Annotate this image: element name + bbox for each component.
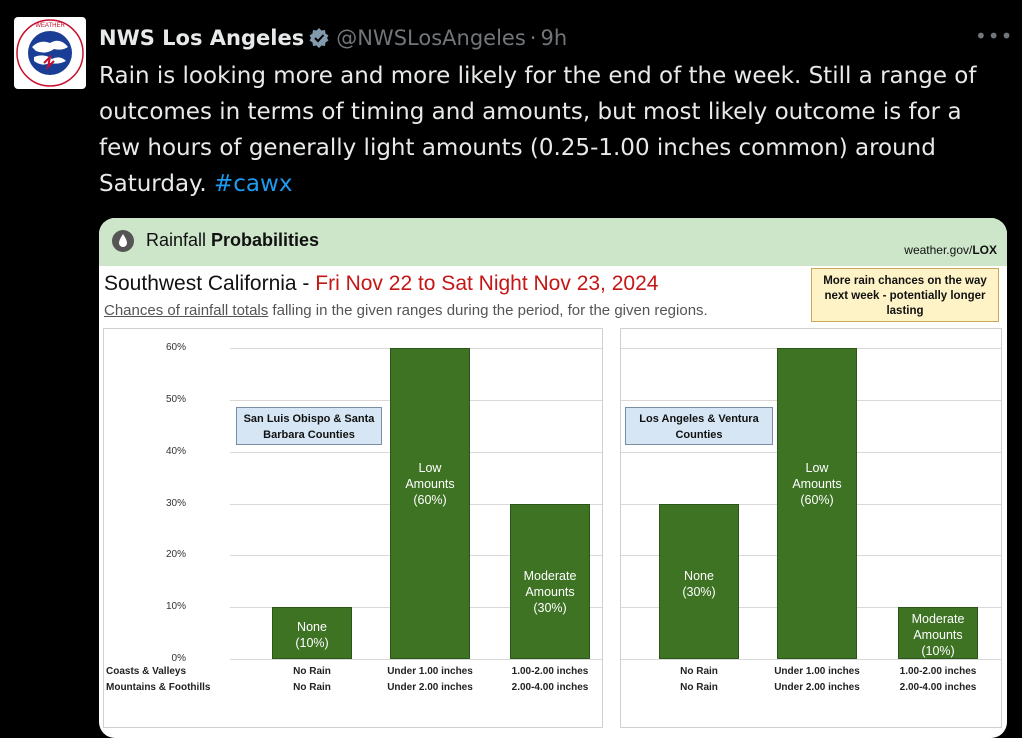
county-label: San Luis Obispo & Santa Barbara Counties <box>236 407 382 445</box>
x-label-mountains: 2.00-4.00 inches <box>899 682 977 693</box>
bar-label: None (10%) <box>295 620 329 651</box>
gridline <box>621 659 1001 660</box>
subtitle-underlined: Chances of rainfall totals <box>104 302 269 319</box>
graphic-subtitle: Chances of rainfall totals falling in th… <box>104 302 708 319</box>
url-prefix: weather.gov/ <box>904 243 973 257</box>
x-label-mountains: No Rain <box>293 682 331 693</box>
more-options-icon[interactable]: ••• <box>975 24 1014 48</box>
y-tick-label: 40% <box>165 445 186 457</box>
rainfall-graphic[interactable]: Rainfall Probabilities weather.gov/LOX S… <box>99 218 1007 738</box>
y-tick-label: 0% <box>171 653 186 664</box>
bar <box>898 607 978 659</box>
region-title: Southwest California - Fri Nov 22 to Sat… <box>104 272 658 296</box>
x-label-coasts: 1.00-2.00 inches <box>899 666 977 677</box>
tweet-header: NWS Los Angeles @NWSLosAngeles · 9h <box>99 24 567 52</box>
avatar[interactable]: WEATHER <box>14 17 86 89</box>
subtitle-rest: falling in the given ranges during the p… <box>268 302 708 319</box>
row-label: Coasts & Valleys <box>106 666 187 677</box>
timestamp[interactable]: 9h <box>540 26 568 50</box>
x-label-mountains: Under 2.00 inches <box>774 682 860 693</box>
x-label-coasts: Under 1.00 inches <box>774 666 860 677</box>
x-label-mountains: 2.00-4.00 inches <box>511 682 589 693</box>
hashtag-link[interactable]: #cawx <box>214 171 293 197</box>
region-name: Southwest California - <box>104 272 316 295</box>
chart-panel-slo-sb: 0% 10% 20% 30% 40% 50% 60% San Luis Obispo & Sa… <box>103 328 603 728</box>
bar-label: None (30%) <box>682 568 716 599</box>
title-prefix: Rainfall <box>146 230 212 250</box>
bar <box>390 348 470 659</box>
chart-panel-la-ventura: Los Angeles & Ventura Counties None (30%) N… <box>620 328 1002 728</box>
bar <box>777 348 857 659</box>
source-url: weather.gov/LOX <box>904 243 997 257</box>
nws-logo-icon: WEATHER <box>16 19 84 87</box>
date-range: Fri Nov 22 to Sat Night Nov 23, 2024 <box>315 272 659 295</box>
separator-dot: · <box>529 26 537 50</box>
bar <box>272 607 352 659</box>
verified-badge-icon <box>309 28 329 48</box>
graphic-header: Rainfall Probabilities weather.gov/LOX <box>99 218 1007 266</box>
url-bold: LOX <box>972 243 997 257</box>
bar-label: Low Amounts (60%) <box>405 460 455 507</box>
y-tick-label: 10% <box>165 601 186 613</box>
raindrop-icon <box>112 230 134 252</box>
y-tick-label: 20% <box>165 549 186 561</box>
x-label-coasts: 1.00-2.00 inches <box>511 666 589 677</box>
tweet-body: Rain is looking more and more likely for… <box>99 63 977 197</box>
outlook-note: More rain chances on the way next week -… <box>811 268 999 322</box>
tweet-text: Rain is looking more and more likely for… <box>99 58 999 202</box>
svg-text:WEATHER: WEATHER <box>35 23 65 29</box>
y-tick-label: 60% <box>165 342 186 353</box>
y-tick-label: 50% <box>165 393 186 405</box>
gridline <box>230 659 602 660</box>
y-tick-label: 30% <box>165 497 186 509</box>
x-label-mountains: Under 2.00 inches <box>387 682 473 693</box>
x-label-mountains: No Rain <box>680 682 718 693</box>
bar-label: Low Amounts (60%) <box>792 460 842 507</box>
author-handle[interactable]: @NWSLosAngeles <box>336 26 526 50</box>
county-label: Los Angeles & Ventura Counties <box>625 407 773 445</box>
x-label-coasts: Under 1.00 inches <box>387 666 473 677</box>
x-label-coasts: No Rain <box>680 666 718 677</box>
title-bold: Probabilities <box>211 230 320 250</box>
row-label: Mountains & Foothills <box>106 682 211 693</box>
author-name[interactable]: NWS Los Angeles <box>99 26 305 50</box>
graphic-title: Rainfall Probabilities <box>146 230 319 251</box>
bar <box>659 503 739 659</box>
bar <box>510 503 590 659</box>
bar-label: Moderate Amounts (30%) <box>523 568 577 615</box>
bar-label: Moderate Amounts (10%) <box>911 612 965 659</box>
x-label-coasts: No Rain <box>293 666 331 677</box>
